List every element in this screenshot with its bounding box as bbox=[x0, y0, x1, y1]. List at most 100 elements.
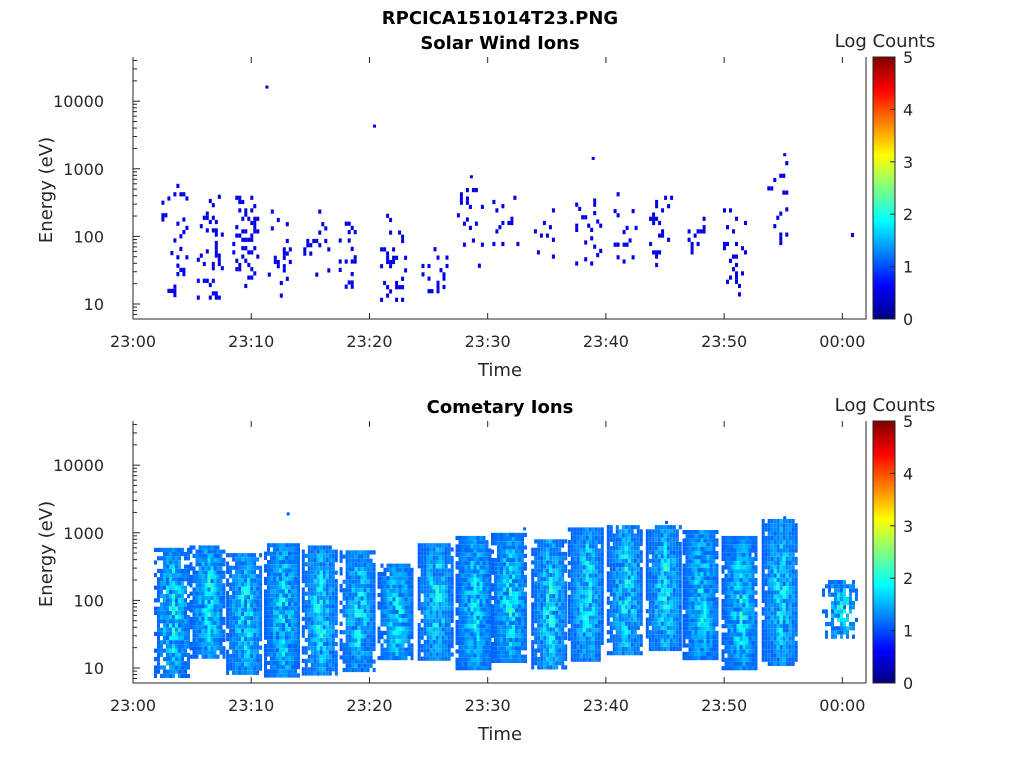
burst-1-cell bbox=[213, 587, 217, 592]
burst-2-cell bbox=[253, 603, 257, 608]
burst-0-cell bbox=[154, 669, 157, 674]
burst-4-cell bbox=[313, 583, 317, 588]
burst-6-cell bbox=[380, 643, 384, 648]
burst-9-cell bbox=[518, 537, 521, 542]
burst-6-cell bbox=[392, 605, 396, 610]
burst-2-cell bbox=[235, 670, 239, 675]
burst-3-cell bbox=[291, 555, 294, 560]
burst-0-cell bbox=[172, 568, 175, 573]
burst-9-cell bbox=[491, 633, 494, 638]
burst-1-cell bbox=[210, 583, 214, 588]
burst-3-cell bbox=[270, 572, 273, 577]
burst-3-cell bbox=[273, 623, 276, 628]
burst-10-cell bbox=[552, 648, 556, 653]
burst-7-cell bbox=[447, 652, 451, 657]
burst-9-cell bbox=[503, 566, 506, 571]
burst-6-cell bbox=[395, 614, 399, 619]
burst-1-cell bbox=[214, 240, 218, 246]
burst-6-cell bbox=[380, 656, 384, 661]
burst-7-cell bbox=[444, 610, 448, 615]
burst-5-cell bbox=[366, 567, 370, 572]
burst-1-cell bbox=[204, 642, 208, 647]
burst-10-cell bbox=[546, 598, 550, 603]
burst-4-cell bbox=[328, 608, 332, 613]
burst-5-cell bbox=[351, 575, 355, 580]
burst-10-cell bbox=[558, 585, 562, 590]
burst-15-cell bbox=[732, 229, 735, 234]
burst-3-cell bbox=[276, 560, 279, 565]
burst-7-cell bbox=[423, 555, 427, 560]
burst-13-cell bbox=[655, 199, 659, 205]
burst-9-cell bbox=[512, 591, 515, 596]
burst-9-cell bbox=[512, 587, 515, 592]
burst-3-cell bbox=[267, 644, 270, 649]
burst-6-cell bbox=[380, 635, 384, 640]
burst-7-cell bbox=[435, 593, 439, 598]
burst-3-cell bbox=[285, 572, 288, 577]
burst-3-cell bbox=[282, 268, 286, 273]
burst-3-cell bbox=[294, 618, 297, 623]
burst-6-cell bbox=[407, 588, 411, 593]
burst-4-cell bbox=[313, 625, 317, 630]
burst-1-cell bbox=[192, 604, 196, 609]
x-tick-label-4: 23:40 bbox=[583, 332, 629, 351]
burst-8-cell bbox=[464, 653, 468, 658]
burst-9-cell bbox=[506, 629, 509, 634]
burst-9-cell bbox=[491, 612, 494, 617]
burst-6-cell bbox=[389, 580, 393, 585]
burst-8-cell bbox=[485, 653, 489, 658]
burst-10-cell bbox=[558, 602, 562, 607]
burst-6-cell bbox=[392, 588, 396, 593]
burst-8-cell bbox=[488, 661, 492, 667]
burst-5-cell bbox=[354, 558, 358, 563]
burst-10-cell bbox=[564, 648, 568, 653]
burst-2-cell bbox=[238, 199, 242, 205]
burst-11-cell bbox=[576, 611, 580, 616]
burst-10-cell bbox=[543, 539, 547, 544]
burst-5-cell bbox=[339, 588, 343, 593]
burst-0-cell bbox=[160, 610, 163, 615]
burst-1-cell bbox=[216, 612, 220, 617]
burst-3-cell bbox=[273, 648, 276, 653]
burst-7-cell bbox=[423, 652, 427, 657]
burst-13-cell bbox=[645, 621, 649, 626]
burst-9-cell bbox=[512, 583, 515, 588]
burst-12-cell bbox=[627, 646, 631, 652]
burst-4-cell bbox=[301, 625, 305, 630]
burst-4-cell bbox=[310, 650, 314, 655]
burst-13-cell bbox=[651, 583, 655, 589]
burst-2-cell bbox=[253, 641, 257, 646]
burst-1-cell bbox=[196, 257, 200, 262]
burst-7-cell bbox=[441, 560, 445, 565]
burst-7-cell bbox=[444, 602, 448, 607]
burst-4-cell bbox=[325, 545, 329, 550]
burst-3-cell bbox=[267, 618, 270, 623]
burst-4-cell bbox=[310, 549, 314, 554]
burst-9-cell bbox=[524, 595, 527, 600]
burst-9-cell bbox=[515, 537, 518, 542]
burst-5-cell bbox=[360, 621, 364, 626]
burst-5-cell bbox=[360, 625, 364, 631]
burst-9-cell bbox=[512, 646, 515, 651]
burst-1-cell bbox=[213, 579, 217, 584]
burst-9-cell bbox=[521, 633, 524, 638]
burst-7-cell bbox=[438, 568, 442, 573]
burst-1-cell bbox=[207, 604, 211, 609]
burst-4-cell bbox=[310, 621, 314, 626]
burst-3-cell bbox=[270, 226, 274, 231]
burst-0-cell bbox=[157, 606, 160, 611]
burst-10-cell bbox=[546, 543, 550, 548]
burst-3-cell bbox=[267, 272, 271, 277]
burst-1-cell bbox=[210, 616, 214, 621]
burst-5-cell bbox=[345, 659, 349, 664]
burst-5-cell bbox=[339, 600, 343, 605]
burst-4-cell bbox=[331, 667, 335, 672]
burst-9-cell bbox=[494, 558, 497, 563]
burst-8-cell bbox=[467, 611, 471, 616]
burst-13-cell bbox=[648, 609, 652, 614]
burst-1-cell bbox=[198, 608, 202, 613]
burst-1-cell bbox=[204, 604, 208, 609]
burst-3-cell bbox=[288, 618, 291, 623]
burst-3-cell bbox=[276, 618, 279, 623]
burst-7-cell bbox=[438, 656, 442, 661]
